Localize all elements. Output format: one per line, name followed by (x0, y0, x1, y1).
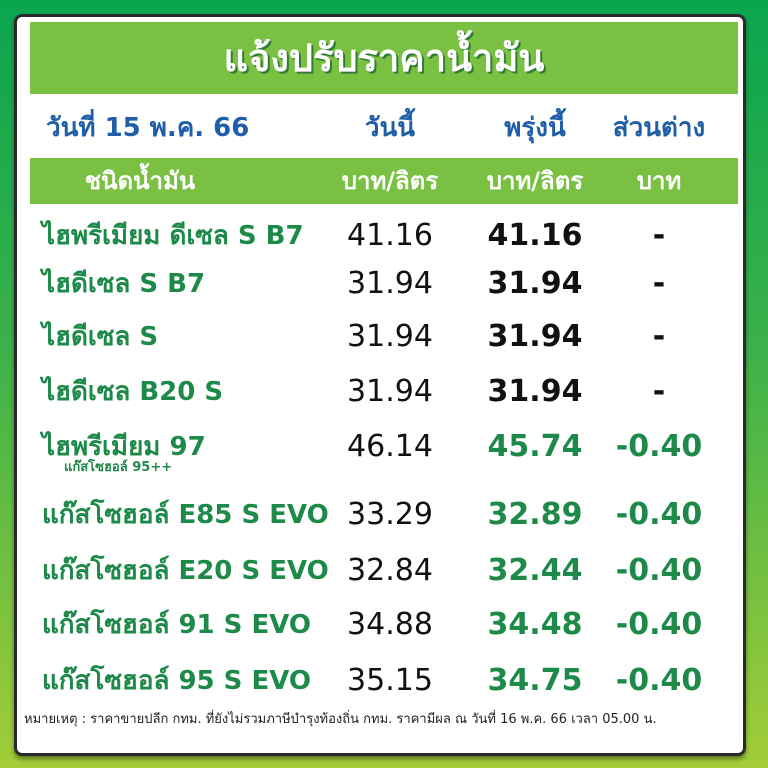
tomorrow-price: 32.89 (487, 497, 583, 532)
table-row: แก๊สโซฮอล์ 91 S EVO 34.88 34.48 -0.40 (0, 600, 768, 650)
today-unit: บาท/ลิตร (341, 167, 439, 195)
table-row: แก๊สโซฮอล์ E85 S EVO 33.29 32.89 -0.40 (0, 490, 768, 540)
price-diff: -0.40 (615, 607, 703, 642)
diff-unit: บาท (636, 167, 682, 195)
tomorrow-price: 34.75 (487, 663, 583, 698)
price-diff: - (652, 319, 666, 354)
table-row: แก๊สโซฮอล์ 95 S EVO 35.15 34.75 -0.40 (0, 656, 768, 706)
tomorrow-price: 31.94 (487, 266, 583, 301)
date-label: วันที่ 15 พ.ค. 66 (46, 113, 250, 143)
price-diff: - (652, 266, 666, 301)
diff-header: ส่วนต่าง (612, 113, 706, 143)
table-row: ไฮดีเซล S 31.94 31.94 - (0, 312, 768, 362)
price-diff: - (652, 218, 666, 253)
oil-name: แก๊สโซฮอล์ 91 S EVO (42, 610, 311, 640)
today-price: 32.84 (347, 553, 433, 588)
price-diff: - (652, 374, 666, 409)
price-diff: -0.40 (615, 553, 703, 588)
today-price: 31.94 (347, 319, 433, 354)
subheader-bar (30, 158, 738, 204)
table-row: ไฮพรีเมียม 97 แก๊สโซฮอล์ 95++ 46.14 45.74 -0… (0, 422, 768, 475)
oil-name: ไฮดีเซล S (42, 322, 159, 352)
table-row: แก๊สโซฮอล์ E20 S EVO 32.84 32.44 -0.40 (0, 546, 768, 596)
oil-name: ไฮดีเซล S B7 (42, 269, 206, 299)
price-diff: -0.40 (615, 429, 703, 464)
oil-sublabel: แก๊สโซฮอล์ 95++ (64, 460, 173, 475)
footnote: หมายเหตุ : ราคาขายปลีก กทม. ที่ยังไม่รวม… (24, 712, 657, 727)
tomorrow-price: 32.44 (487, 553, 583, 588)
price-diff: -0.40 (615, 663, 703, 698)
price-diff: -0.40 (615, 497, 703, 532)
oil-type-header: ชนิดน้ำมัน (84, 167, 196, 195)
today-price: 34.88 (347, 607, 433, 642)
today-price: 33.29 (347, 497, 433, 532)
oil-name: แก๊สโซฮอล์ E20 S EVO (42, 556, 329, 586)
tomorrow-header: พรุ่งนี้ (504, 113, 566, 143)
price-card (14, 14, 746, 756)
oil-name: ไฮดีเซล B20 S (42, 377, 224, 407)
page-title: แจ้งปรับราคาน้ำมัน (30, 22, 738, 94)
table-row: ไฮดีเซล S B7 31.94 31.94 - (0, 259, 768, 309)
today-header: วันนี้ (364, 113, 416, 143)
oil-name: ไฮพรีเมียม 97 (42, 432, 206, 462)
tomorrow-unit: บาท/ลิตร (486, 167, 584, 195)
tomorrow-price: 31.94 (487, 319, 583, 354)
tomorrow-price: 41.16 (487, 218, 583, 253)
tomorrow-price: 34.48 (487, 607, 583, 642)
today-price: 31.94 (347, 374, 433, 409)
today-price: 31.94 (347, 266, 433, 301)
today-price: 41.16 (347, 218, 433, 253)
oil-name: แก๊สโซฮอล์ E85 S EVO (42, 500, 329, 530)
today-price: 35.15 (347, 663, 433, 698)
tomorrow-price: 45.74 (487, 429, 583, 464)
table-row: ไฮดีเซล B20 S 31.94 31.94 - (0, 367, 768, 417)
oil-name: แก๊สโซฮอล์ 95 S EVO (42, 666, 311, 696)
tomorrow-price: 31.94 (487, 374, 583, 409)
table-row: ไฮพรีเมียม ดีเซล S B7 41.16 41.16 - (0, 211, 768, 261)
today-price: 46.14 (347, 429, 433, 464)
oil-name: ไฮพรีเมียม ดีเซล S B7 (42, 221, 304, 251)
